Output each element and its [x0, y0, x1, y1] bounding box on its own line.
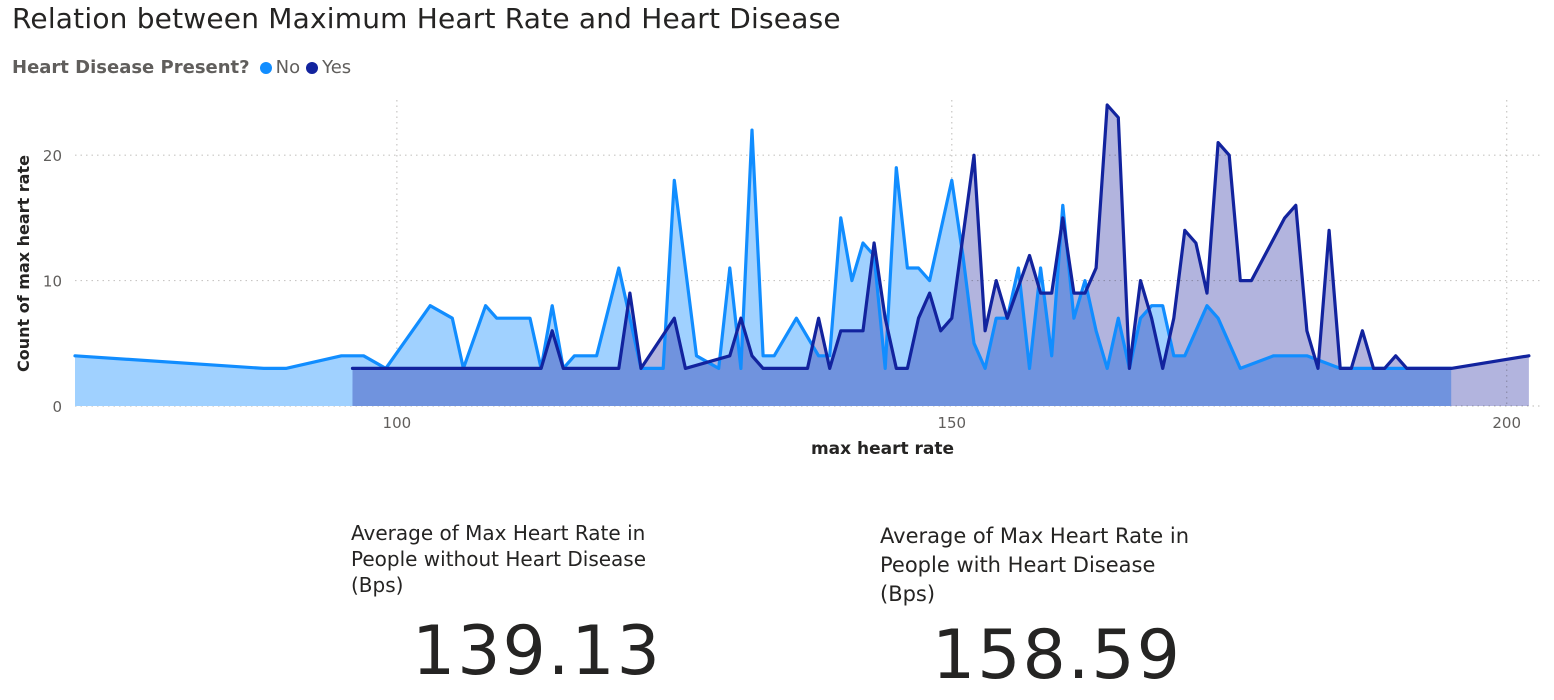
card-label-line: (Bps) [351, 573, 404, 597]
area-no [75, 130, 1452, 406]
legend-item-no[interactable]: No [259, 57, 301, 78]
legend-title: Heart Disease Present? [12, 57, 250, 78]
card-label-line: People with Heart Disease [880, 553, 1156, 577]
legend-label-no: No [275, 57, 301, 78]
card-value-with-disease: 158.59 [932, 616, 1182, 695]
card-label-line: Average of Max Heart Rate in [880, 524, 1190, 548]
card-label-line: (Bps) [880, 582, 936, 606]
y-tick-label: 20 [43, 147, 62, 165]
area-yes [352, 105, 1529, 406]
y-axis-title: Count of max heart rate [14, 155, 33, 372]
card-label-line: People without Heart Disease [351, 547, 647, 571]
legend-marker-yes [306, 61, 319, 74]
area-chart: 0 10 20 100 150 200 max heart rate Count of max… [14, 100, 1540, 459]
legend-label-yes: Yes [322, 57, 352, 78]
y-tick-label: 0 [52, 398, 62, 416]
legend-item-yes[interactable]: Yes [306, 57, 351, 78]
card-label-with-disease: Average of Max Heart Rate in People with… [880, 522, 1189, 609]
x-tick-label: 150 [937, 414, 966, 432]
legend-marker-no [259, 61, 272, 74]
card-label-no-disease: Average of Max Heart Rate in People with… [351, 520, 646, 598]
legend: Heart Disease Present? No Yes [12, 57, 357, 78]
card-value-no-disease: 139.13 [412, 612, 662, 691]
x-axis-title: max heart rate [811, 439, 954, 459]
x-tick-label: 100 [383, 414, 412, 432]
x-tick-label: 200 [1492, 414, 1521, 432]
line-yes [350, 103, 1531, 370]
y-tick-label: 10 [43, 273, 62, 291]
card-label-line: Average of Max Heart Rate in [351, 521, 646, 545]
line-no [73, 128, 1453, 370]
chart-title: Relation between Maximum Heart Rate and … [12, 2, 841, 35]
